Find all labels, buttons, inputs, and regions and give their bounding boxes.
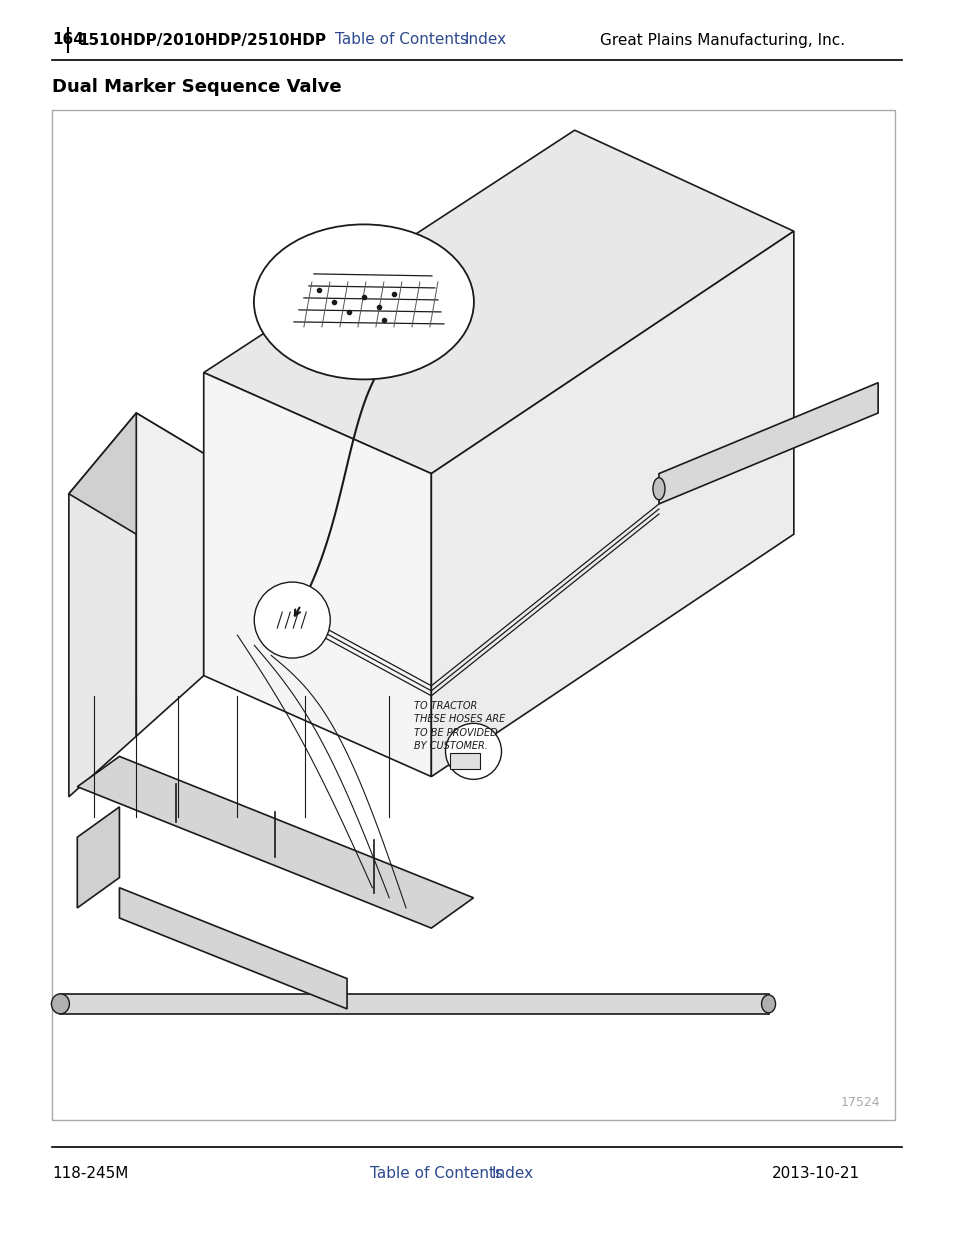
Circle shape [445, 724, 501, 779]
Text: 1510HDP/2010HDP/2510HDP: 1510HDP/2010HDP/2510HDP [78, 32, 326, 47]
Polygon shape [77, 756, 473, 927]
Text: 17524: 17524 [840, 1095, 879, 1109]
Ellipse shape [51, 994, 70, 1014]
Text: TO TRACTOR
THESE HOSES ARE
TO BE PROVIDED
BY CUSTOMER.: TO TRACTOR THESE HOSES ARE TO BE PROVIDE… [414, 701, 505, 751]
Polygon shape [204, 130, 793, 473]
Text: Index: Index [464, 32, 507, 47]
Text: Table of Contents: Table of Contents [335, 32, 468, 47]
Text: 164: 164 [52, 32, 84, 47]
Polygon shape [77, 806, 119, 908]
Text: 2013-10-21: 2013-10-21 [771, 1166, 859, 1181]
Text: Great Plains Manufacturing, Inc.: Great Plains Manufacturing, Inc. [599, 32, 844, 47]
Circle shape [254, 582, 330, 658]
Text: 118-245M: 118-245M [52, 1166, 129, 1181]
Ellipse shape [652, 478, 664, 500]
Bar [52, 110, 894, 1120]
Polygon shape [119, 888, 347, 1009]
Polygon shape [69, 412, 136, 797]
Text: Index: Index [492, 1166, 534, 1181]
Text: Dual Marker Sequence Valve: Dual Marker Sequence Valve [52, 78, 341, 96]
Ellipse shape [760, 995, 775, 1013]
Polygon shape [69, 412, 204, 535]
Polygon shape [431, 231, 793, 777]
Text: Table of Contents: Table of Contents [370, 1166, 502, 1181]
Bar [450, 753, 479, 769]
Polygon shape [659, 383, 877, 504]
Polygon shape [60, 994, 768, 1014]
Ellipse shape [253, 225, 474, 379]
Polygon shape [136, 412, 204, 736]
Polygon shape [204, 373, 431, 777]
